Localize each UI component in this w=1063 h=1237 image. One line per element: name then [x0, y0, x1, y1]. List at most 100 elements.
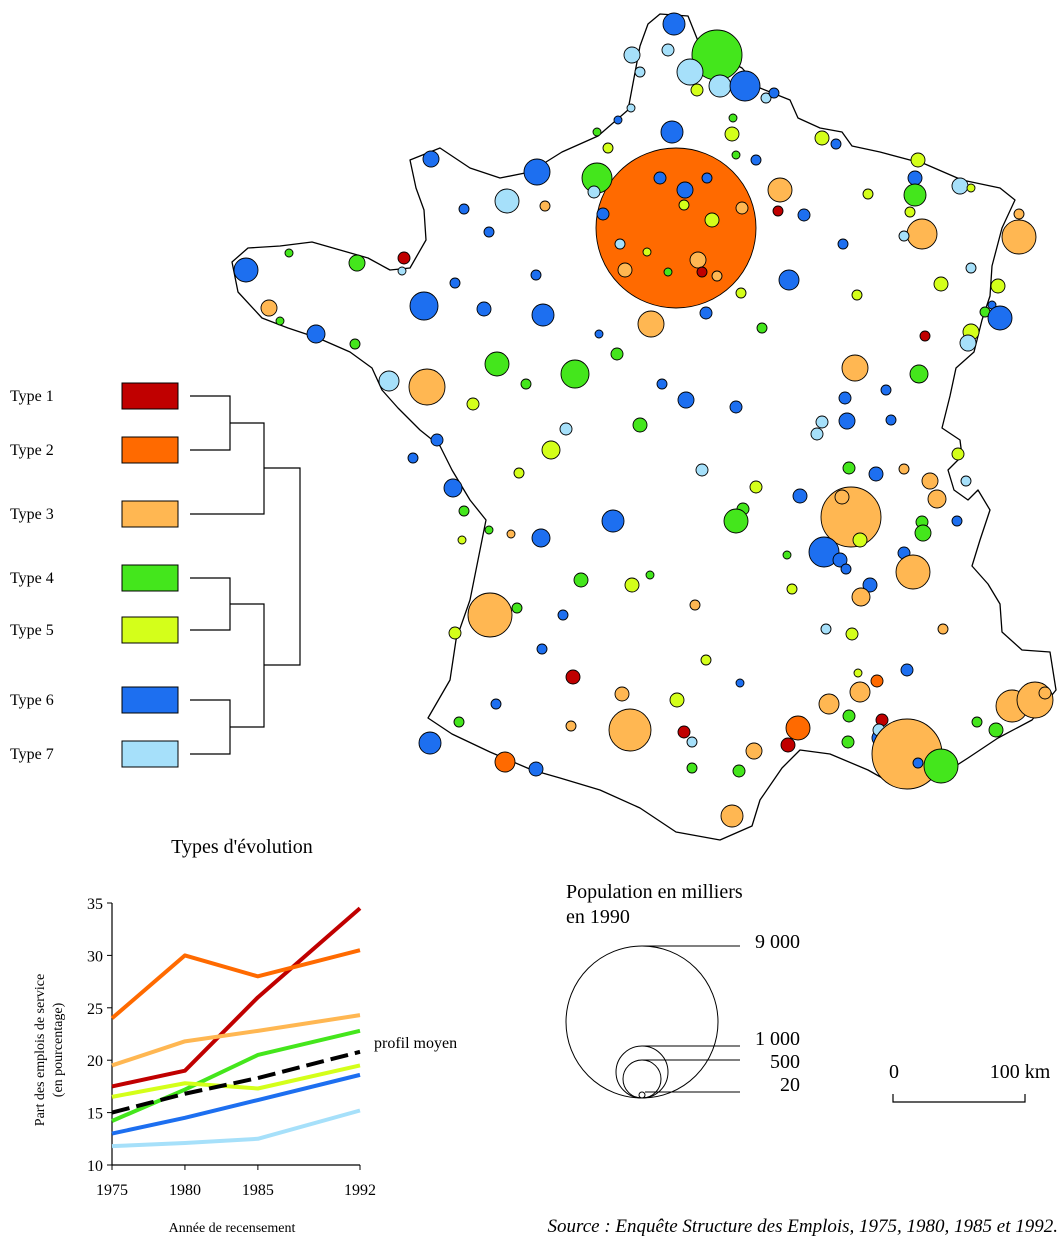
- city-circle: [614, 686, 630, 702]
- city-circle: [634, 66, 646, 78]
- city-circle: [528, 761, 544, 777]
- city-circle: [484, 525, 494, 535]
- city-circle: [595, 147, 757, 309]
- city-circle: [898, 463, 910, 475]
- population-value-20: 20: [780, 1074, 800, 1096]
- city-circle: [834, 489, 850, 505]
- series-line-type-7: [111, 1108, 361, 1149]
- city-circle: [520, 378, 532, 390]
- city-circle: [458, 203, 470, 215]
- x-tick-label: 1985: [242, 1182, 274, 1199]
- city-circle: [750, 154, 762, 166]
- city-circle: [923, 748, 959, 784]
- city-circle: [951, 515, 963, 527]
- city-circle: [987, 305, 1013, 331]
- city-circle: [494, 751, 516, 773]
- city-circle: [919, 330, 931, 342]
- y-axis-label-line1: Part des emplois de service: [33, 974, 48, 1126]
- legend-label-type-7: Type 7: [10, 746, 54, 763]
- city-circle: [523, 158, 551, 186]
- city-circle: [449, 277, 461, 289]
- city-circle: [260, 299, 278, 317]
- city-circle: [645, 570, 655, 580]
- city-circle: [642, 247, 652, 257]
- city-circle: [467, 592, 513, 638]
- city-circle: [1013, 208, 1025, 220]
- city-circle: [906, 218, 938, 250]
- city-circle: [696, 266, 708, 278]
- y-tick-label: 15: [87, 1106, 103, 1123]
- city-circle: [690, 83, 704, 97]
- city-circle: [453, 716, 465, 728]
- x-tick-label: 1980: [169, 1182, 201, 1199]
- city-circle: [841, 735, 855, 749]
- city-circle: [990, 278, 1006, 294]
- series-label-profil-moyen: profil moyen: [374, 1035, 457, 1052]
- city-circle: [623, 46, 641, 64]
- city-circle: [728, 113, 738, 123]
- city-circle: [760, 92, 772, 104]
- city-circle: [767, 177, 793, 203]
- city-circle: [792, 488, 808, 504]
- city-circle: [637, 310, 665, 338]
- legend-swatch-type-4: [121, 564, 179, 592]
- city-circle: [653, 171, 667, 185]
- y-tick-label: 30: [87, 948, 103, 965]
- city-circle: [845, 627, 859, 641]
- city-circle: [914, 524, 932, 542]
- city-circle: [349, 338, 361, 350]
- city-circle: [610, 347, 624, 361]
- city-circle: [613, 115, 623, 125]
- legend-swatch-type-5: [121, 616, 179, 644]
- city-circle: [842, 461, 856, 475]
- city-circle: [885, 414, 897, 426]
- city-circle: [852, 532, 868, 548]
- map: [231, 12, 1057, 841]
- city-circle: [531, 303, 555, 327]
- city-circle: [820, 486, 882, 548]
- population-legend-title-line2: en 1990: [566, 906, 630, 928]
- city-circle: [602, 142, 614, 154]
- city-circle: [536, 643, 548, 655]
- dendrogram: [190, 395, 301, 755]
- city-circle: [735, 201, 749, 215]
- y-tick-label: 35: [87, 896, 103, 913]
- city-circle: [838, 412, 856, 430]
- city-circle: [689, 599, 701, 611]
- city-circle: [851, 289, 863, 301]
- city-circle: [966, 183, 976, 193]
- city-circle: [397, 251, 411, 265]
- city-circle: [689, 251, 707, 269]
- city-circle: [837, 238, 849, 250]
- city-circle: [660, 120, 684, 144]
- city-circle: [626, 103, 636, 113]
- population-value-9000: 9 000: [755, 931, 800, 953]
- city-circle: [910, 152, 926, 168]
- x-axis-label: Année de recensement: [169, 1221, 296, 1236]
- city-circle: [617, 262, 633, 278]
- city-circle: [868, 466, 884, 482]
- city-circle: [676, 58, 704, 86]
- city-circle: [849, 681, 871, 703]
- city-circle: [841, 354, 869, 382]
- city-circle: [662, 12, 686, 36]
- city-circle: [614, 238, 626, 250]
- city-circle: [711, 270, 723, 282]
- city-circle: [768, 87, 780, 99]
- city-circle: [786, 583, 798, 595]
- city-circle: [965, 262, 977, 274]
- city-circle: [820, 623, 832, 635]
- y-tick-label: 10: [87, 1158, 103, 1175]
- source-note: Source : Enquête Structure des Emplois, …: [548, 1216, 1058, 1237]
- city-circle: [870, 674, 884, 688]
- y-axis-label-line2: (en pourcentage): [51, 1002, 66, 1097]
- city-circle: [624, 577, 640, 593]
- scale-bar: 0 100 km: [889, 1061, 1051, 1103]
- x-tick-label: 1992: [344, 1182, 376, 1199]
- city-circle: [608, 708, 652, 752]
- city-circle: [895, 554, 931, 590]
- city-circle: [592, 127, 602, 137]
- city-circle: [735, 678, 745, 688]
- city-circle: [971, 716, 983, 728]
- city-circle: [663, 267, 673, 277]
